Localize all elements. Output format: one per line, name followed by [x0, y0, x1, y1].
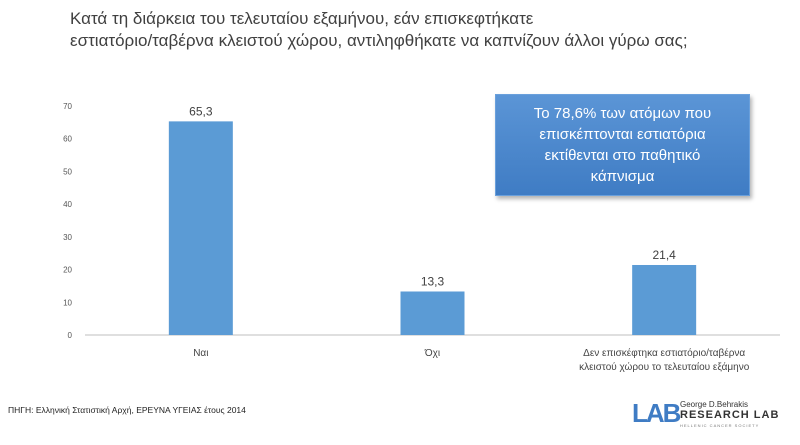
bar-0	[168, 121, 233, 335]
callout-box: Το 78,6% των ατόμων που επισκέπτονται εσ…	[495, 94, 750, 196]
research-lab-logo: LAB George D.Behrakis RESEARCH LAB HELLE…	[632, 398, 792, 432]
x-tick-label-1-0: Όχι	[424, 348, 440, 359]
chart-title-line-2: εστιατόριο/ταβέρνα κλειστού χώρου, αντιλ…	[70, 31, 688, 50]
x-tick-label-2-1: κλειστού χώρου το τελευταίου εξάμηνο	[579, 361, 750, 373]
y-tick-label-3: 30	[63, 233, 72, 242]
data-label-2: 21,4	[652, 248, 676, 262]
data-label-0: 65,3	[189, 104, 213, 118]
y-tick-label-6: 60	[63, 135, 72, 144]
y-tick-label-2: 20	[63, 266, 72, 275]
bar-1	[400, 291, 465, 335]
callout-line-2: επισκέπτονται εστιατόρια	[539, 126, 706, 143]
callout-line-4: κάπνισμα	[590, 168, 655, 185]
bar-2	[632, 264, 697, 335]
callout-line-1: Το 78,6% των ατόμων που	[533, 105, 712, 122]
y-tick-label-7: 70	[63, 102, 72, 111]
logo-sub: HELLENIC CANCER SOCIETY	[680, 423, 760, 428]
x-tick-label-2-0: Δεν επισκέφτηκα εστιατόριο/ταβέρνα	[583, 347, 745, 359]
callout-line-3: εκτίθενται στο παθητικό	[544, 147, 701, 164]
data-label-1: 13,3	[421, 274, 445, 288]
source-note: ΠΗΓΗ: Ελληνική Στατιστική Αρχή, ΕΡΕΥΝΑ Υ…	[8, 405, 246, 415]
bar-chart: 0 10 20 30 40 50 60 70 65,3 Ναι 13,3 Όχι 21,4 Δεν επι…	[63, 102, 780, 373]
logo-mark: LAB	[632, 398, 681, 428]
chart-title: Κατά τη διάρκεια του τελευταίου εξαμήνου…	[70, 8, 770, 52]
y-tick-label-1: 10	[63, 298, 72, 307]
y-tick-label-5: 50	[63, 167, 72, 176]
y-tick-label-4: 40	[63, 200, 72, 209]
x-tick-label-0-0: Ναι	[193, 348, 208, 359]
logo-lab: RESEARCH LAB	[680, 409, 780, 421]
logo-name: George D.Behrakis	[680, 400, 749, 409]
chart-title-line-1: Κατά τη διάρκεια του τελευταίου εξαμήνου…	[70, 9, 534, 28]
y-tick-label-0: 0	[68, 331, 73, 340]
